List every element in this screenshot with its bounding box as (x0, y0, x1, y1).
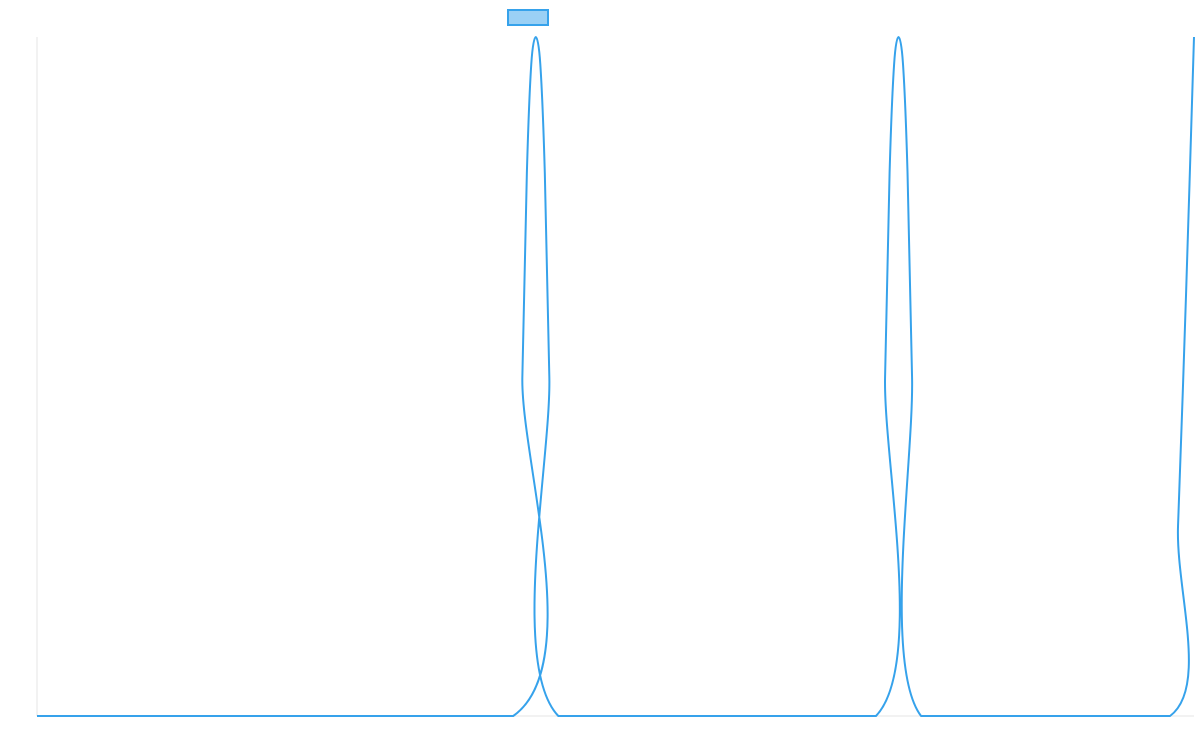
series-line-0 (37, 36, 1195, 718)
axes (36, 37, 1194, 717)
legend[interactable] (507, 9, 549, 26)
legend-swatch-0[interactable] (507, 9, 549, 26)
series-layer (37, 36, 1195, 718)
